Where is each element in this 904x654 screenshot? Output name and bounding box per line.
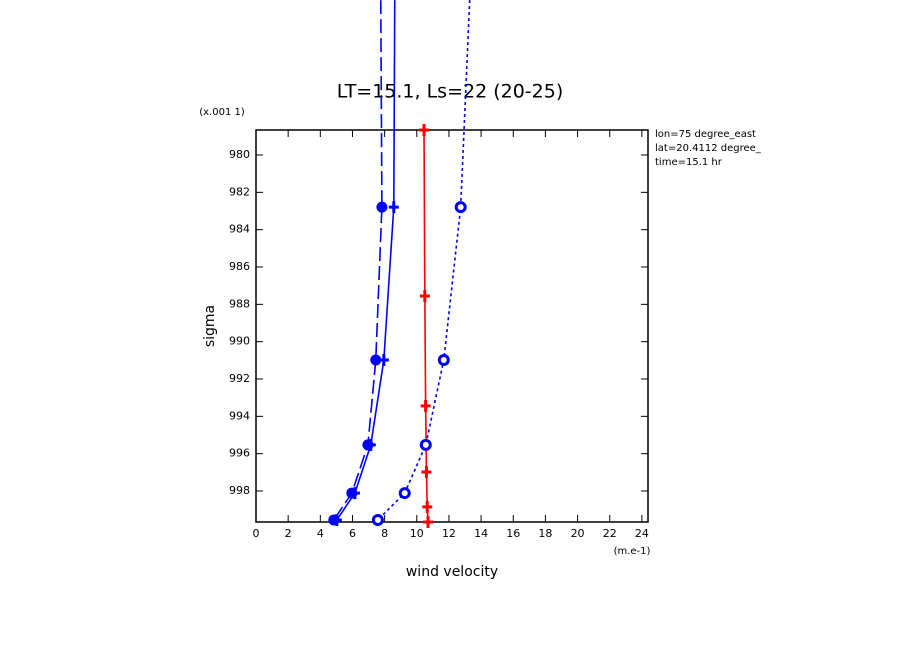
plot-frame [255, 129, 649, 523]
x-tick-label: 20 [571, 527, 585, 540]
marker [328, 514, 340, 526]
marker [419, 289, 430, 302]
x-tick-label: 24 [635, 527, 649, 540]
x-tick-label: 12 [442, 527, 456, 540]
x-tick-label: 4 [317, 527, 324, 540]
marker [420, 399, 431, 412]
annotation: time=15.1 hr [655, 157, 723, 168]
marker [421, 465, 432, 478]
x-tick-label: 22 [603, 527, 617, 540]
marker [454, 201, 467, 214]
marker [370, 354, 382, 366]
x-tick-label: 10 [410, 527, 424, 540]
annotation: lat=20.4112 degree_ [655, 143, 762, 154]
profile-line [377, 0, 471, 521]
y-tick-label: 986 [229, 260, 250, 273]
marker [362, 439, 374, 451]
marker [423, 516, 434, 528]
x-unit: (m.e-1) [614, 546, 651, 557]
x-tick-label: 0 [253, 527, 260, 540]
y-tick-label: 982 [229, 185, 250, 198]
y-tick-label: 980 [229, 148, 250, 161]
marker [419, 124, 430, 136]
y-tick-label: 988 [229, 297, 250, 310]
x-tick-label: 2 [285, 527, 292, 540]
marker [376, 201, 388, 213]
x-axis-label: wind velocity [406, 564, 498, 580]
y-tick-label: 984 [229, 223, 250, 236]
marker [346, 487, 358, 499]
x-tick-label: 6 [349, 527, 356, 540]
y-axis-label: sigma [202, 305, 218, 347]
profile-line [423, 129, 429, 523]
annotation: lon=75 degree_east [655, 129, 756, 140]
marker [419, 438, 432, 451]
y-tick-label: 996 [229, 447, 250, 460]
x-tick-label: 14 [474, 527, 488, 540]
x-tick-label: 8 [381, 527, 388, 540]
y-tick-label: 992 [229, 372, 250, 385]
profile-line [333, 0, 383, 521]
x-tick-label: 18 [538, 527, 552, 540]
y-tick-label: 998 [229, 484, 250, 497]
y-unit: (x.001 1) [199, 107, 245, 118]
y-tick-label: 990 [229, 335, 250, 348]
marker [422, 500, 433, 513]
x-tick-label: 16 [506, 527, 520, 540]
marker [388, 201, 399, 214]
marker [371, 513, 384, 526]
marker [437, 353, 450, 366]
chart-title: LT=15.1, Ls=22 (20-25) [337, 81, 564, 103]
marker [398, 487, 411, 500]
y-tick-label: 994 [229, 409, 250, 422]
